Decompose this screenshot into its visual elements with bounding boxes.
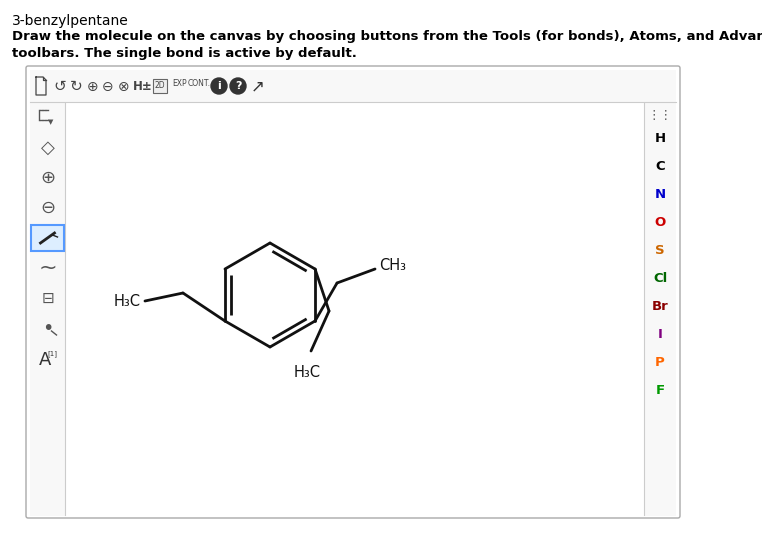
Text: ⋮⋮: ⋮⋮ (648, 108, 673, 122)
Text: H₃C: H₃C (293, 365, 321, 380)
Text: CH₃: CH₃ (379, 257, 406, 272)
Circle shape (211, 78, 227, 94)
Text: ⊕: ⊕ (87, 80, 99, 94)
Text: 3-benzylpentane: 3-benzylpentane (12, 14, 129, 28)
Text: F: F (655, 383, 664, 397)
Text: i: i (217, 81, 221, 91)
Text: ▼: ▼ (48, 119, 53, 125)
Text: I: I (658, 327, 662, 341)
Text: ⊕: ⊕ (40, 169, 55, 187)
Text: toolbars. The single bond is active by default.: toolbars. The single bond is active by d… (12, 47, 357, 60)
Text: ⊖: ⊖ (102, 80, 114, 94)
Text: 2D: 2D (155, 82, 165, 90)
Text: Cl: Cl (653, 271, 667, 285)
Text: ?: ? (235, 81, 242, 91)
Text: H: H (655, 131, 665, 145)
Text: ↗: ↗ (251, 77, 265, 95)
Text: ◇: ◇ (40, 139, 54, 157)
Text: ↺: ↺ (53, 78, 66, 93)
Text: ⊗: ⊗ (118, 80, 130, 94)
Text: ↻: ↻ (69, 78, 82, 93)
Text: S: S (655, 244, 664, 256)
Text: C: C (655, 160, 664, 172)
Text: •: • (42, 318, 53, 337)
Text: CONT.: CONT. (187, 80, 210, 89)
Text: ~: ~ (38, 258, 57, 278)
Text: H±: H± (133, 80, 153, 92)
Text: ⊟: ⊟ (41, 290, 54, 305)
Text: Draw the molecule on the canvas by choosing buttons from the Tools (for bonds), : Draw the molecule on the canvas by choos… (12, 30, 762, 43)
Text: H₃C: H₃C (114, 294, 141, 309)
Bar (31, 225, 64, 251)
Text: P: P (655, 356, 665, 368)
FancyBboxPatch shape (26, 66, 680, 518)
Text: N: N (655, 187, 665, 200)
Bar (644, 103, 676, 516)
Text: ⊖: ⊖ (40, 199, 55, 217)
Text: Br: Br (652, 300, 668, 312)
Bar (30, 103, 65, 516)
Text: EXP: EXP (173, 80, 187, 89)
Bar (153, 79, 167, 93)
Text: O: O (655, 216, 666, 229)
Bar (30, 70, 676, 102)
Text: [1]: [1] (47, 351, 57, 357)
Text: A: A (40, 351, 52, 369)
Circle shape (230, 78, 246, 94)
